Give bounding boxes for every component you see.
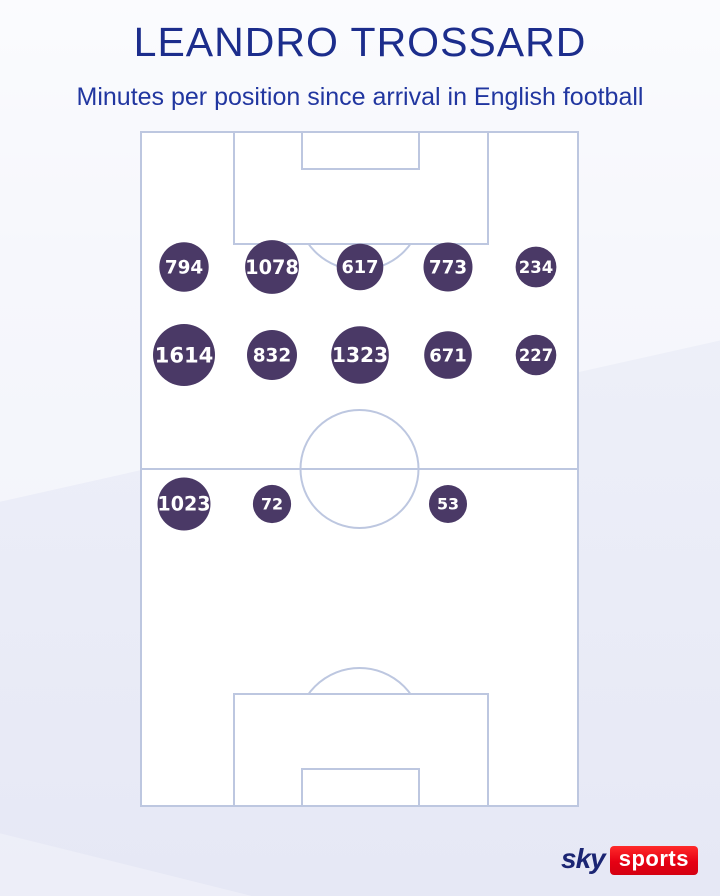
sky-wordmark: sky — [561, 843, 606, 874]
bubble-minutes-label: 234 — [519, 258, 553, 277]
bubble-circle — [515, 246, 557, 288]
bubble-minutes-label: 832 — [253, 345, 292, 366]
position-bubble: 832 — [247, 330, 297, 380]
position-bubble: 794 — [159, 242, 209, 292]
centre-circle — [299, 409, 420, 529]
bubble-circle — [153, 324, 215, 386]
position-bubble: 53 — [429, 485, 467, 523]
position-bubble: 1614 — [153, 324, 215, 386]
position-bubble: 72 — [252, 484, 292, 524]
football-pitch: 794 1078 617 773 234 1614 832 1323 671 227 1023 72 5… — [140, 131, 579, 807]
sports-badge: sports — [609, 845, 698, 875]
position-bubble: 1323 — [331, 326, 389, 384]
bubble-circle — [336, 243, 384, 291]
bubble-minutes-label: 1078 — [245, 256, 299, 279]
position-bubble: 773 — [423, 242, 473, 292]
position-bubble: 1078 — [245, 240, 299, 294]
bubble-minutes-label: 53 — [437, 495, 459, 514]
bubble-minutes-label: 227 — [519, 346, 553, 365]
position-bubble: 1023 — [157, 477, 211, 531]
bubble-circle — [157, 477, 211, 531]
position-bubble: 234 — [515, 246, 557, 288]
bottom-six-yard-box — [301, 768, 420, 807]
bubble-circle — [423, 242, 473, 292]
position-bubble: 617 — [336, 243, 384, 291]
position-bubble: 671 — [424, 331, 472, 379]
bubble-minutes-label: 72 — [261, 495, 283, 514]
bubble-circle — [429, 485, 467, 523]
position-bubble: 227 — [515, 334, 557, 376]
bubble-circle — [515, 334, 557, 376]
bubble-circle — [247, 330, 297, 380]
page-title: LEANDRO TROSSARD — [133, 19, 587, 65]
top-six-yard-box — [301, 131, 420, 170]
bubble-minutes-label: 773 — [429, 257, 467, 278]
bubble-minutes-label: 1023 — [157, 493, 210, 516]
bubble-circle — [159, 242, 209, 292]
bubble-minutes-label: 1614 — [155, 342, 214, 367]
bubble-circle — [424, 331, 472, 379]
bubble-minutes-label: 617 — [341, 257, 378, 278]
sky-sports-logo: sky sports — [561, 845, 698, 875]
bubble-circle — [245, 240, 299, 294]
page-subtitle: Minutes per position since arrival in En… — [76, 83, 644, 111]
minutes-bubbles: 794 1078 617 773 234 1614 832 1323 671 227 1023 72 5… — [153, 240, 557, 531]
bubble-circle — [331, 326, 389, 384]
bubble-minutes-label: 794 — [165, 257, 203, 278]
bubble-minutes-label: 1323 — [332, 343, 388, 367]
bubble-minutes-label: 671 — [429, 345, 467, 366]
bubble-circle — [252, 484, 292, 524]
